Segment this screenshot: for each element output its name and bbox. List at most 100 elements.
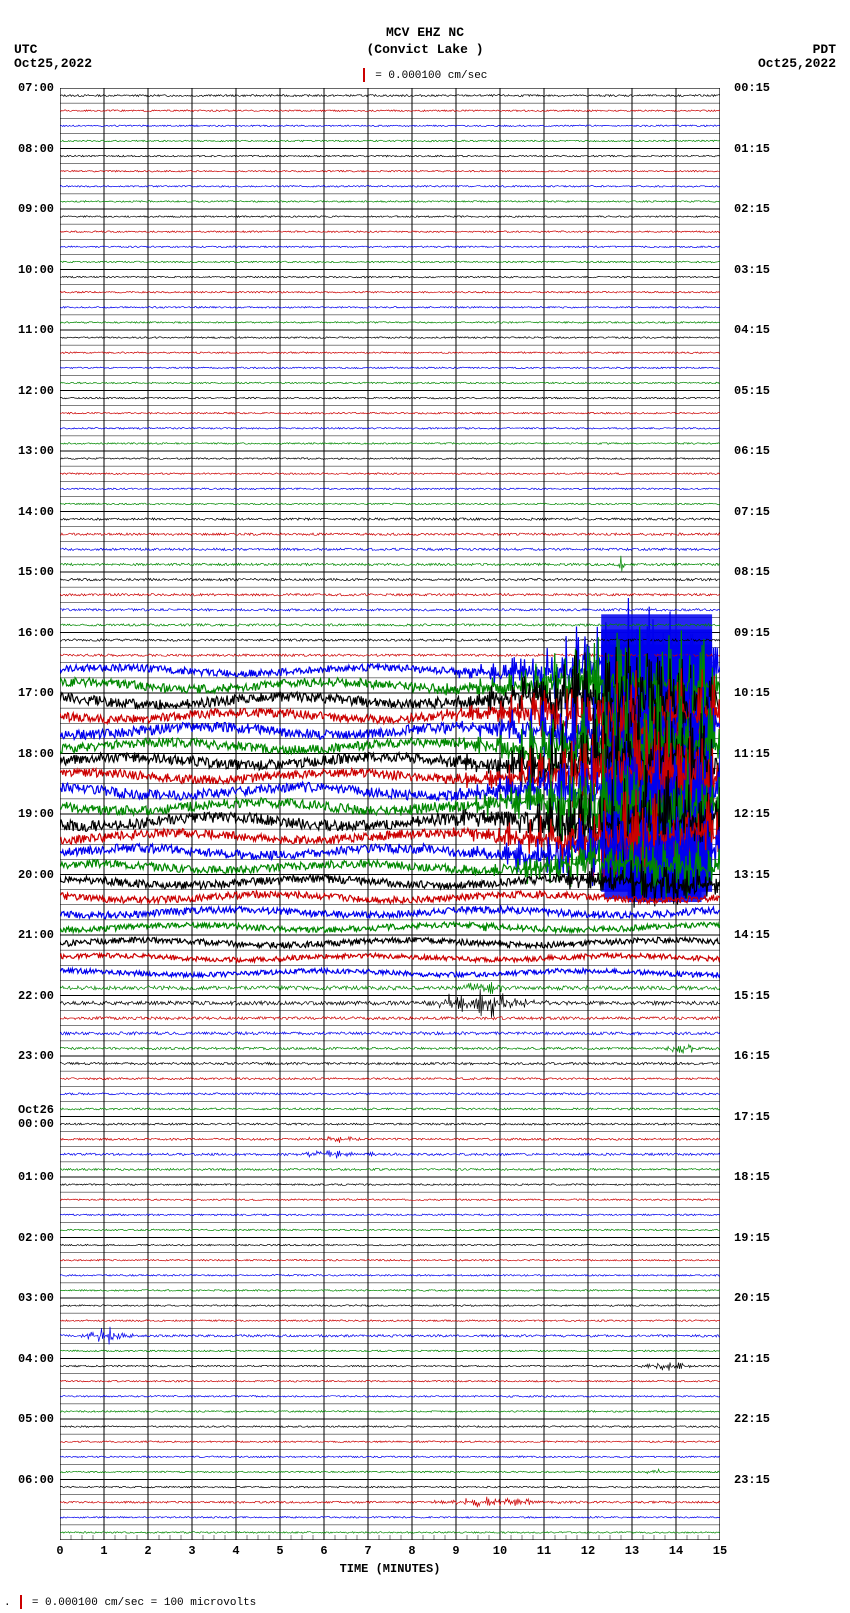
- waveform-trace: [60, 1184, 720, 1186]
- x-tick: 8: [408, 1544, 415, 1558]
- right-hour-tick: 03:15: [734, 263, 770, 277]
- footer-scale: . = 0.000100 cm/sec = 100 microvolts: [4, 1595, 256, 1609]
- right-hour-tick: 05:15: [734, 384, 770, 398]
- waveform-trace: [60, 1517, 720, 1519]
- tz-left-label: UTC: [14, 42, 37, 57]
- waveform-trace: [60, 982, 720, 994]
- waveform-trace: [60, 170, 720, 172]
- x-tick: 7: [364, 1544, 371, 1558]
- waveform-trace: [60, 1244, 720, 1246]
- left-hour-tick: 20:00: [18, 868, 54, 882]
- x-axis: TIME (MINUTES) 0123456789101112131415: [60, 1544, 720, 1584]
- x-tick: 12: [581, 1544, 595, 1558]
- waveform-trace: [60, 1411, 720, 1413]
- waveform-trace: [60, 594, 720, 596]
- waveform-trace: [60, 1396, 720, 1398]
- waveform-trace: [60, 518, 720, 520]
- waveform-trace: [60, 488, 720, 490]
- waveform-trace: [60, 578, 720, 580]
- x-tick: 1: [100, 1544, 107, 1558]
- waveform-trace: [60, 1108, 720, 1110]
- waveform-trace: [60, 968, 720, 977]
- waveform-trace: [60, 1150, 720, 1158]
- waveform-trace: [60, 186, 720, 188]
- waveform-trace: [60, 1259, 720, 1261]
- scale-bar-icon: [363, 68, 365, 82]
- waveform-trace: [60, 428, 720, 430]
- waveform-trace: [60, 548, 720, 550]
- left-hour-axis: 07:0008:0009:0010:0011:0012:0013:0014:00…: [0, 88, 58, 1540]
- waveform-trace: [60, 906, 720, 919]
- waveform-trace: [60, 307, 720, 309]
- left-hour-tick: 21:00: [18, 928, 54, 942]
- waveform-trace: [60, 201, 720, 203]
- left-hour-tick: 05:00: [18, 1412, 54, 1426]
- left-hour-tick: 13:00: [18, 444, 54, 458]
- waveform-trace: [60, 1078, 720, 1080]
- x-tick: 6: [320, 1544, 327, 1558]
- date-left: Oct25,2022: [14, 56, 92, 71]
- waveform-trace: [60, 989, 720, 1018]
- waveform-trace: [60, 291, 720, 293]
- waveform-trace: [60, 1305, 720, 1307]
- waveform-trace: [60, 231, 720, 233]
- waveform-trace: [60, 1456, 720, 1458]
- x-tick: 15: [713, 1544, 727, 1558]
- waveform-trace: [60, 1062, 720, 1064]
- left-hour-tick: 10:00: [18, 263, 54, 277]
- right-hour-tick: 02:15: [734, 202, 770, 216]
- left-hour-tick: 17:00: [18, 686, 54, 700]
- waveform-trace: [60, 276, 720, 278]
- waveform-trace: [60, 216, 720, 218]
- footer-scale-text: = 0.000100 cm/sec = 100 microvolts: [32, 1597, 256, 1609]
- right-hour-tick: 17:15: [734, 1110, 770, 1124]
- waveform-trace: [60, 953, 720, 962]
- waveform-trace: [60, 609, 720, 611]
- x-tick: 4: [232, 1544, 239, 1558]
- right-hour-tick: 01:15: [734, 142, 770, 156]
- right-hour-tick: 21:15: [734, 1352, 770, 1366]
- waveform-trace: [60, 1032, 720, 1035]
- x-tick: 2: [144, 1544, 151, 1558]
- waveform-trace: [60, 382, 720, 384]
- left-hour-tick: 03:00: [18, 1291, 54, 1305]
- right-hour-tick: 00:15: [734, 81, 770, 95]
- waveform-trace: [60, 1350, 720, 1352]
- waveform-trace: [60, 1486, 720, 1488]
- left-hour-tick: 11:00: [18, 323, 54, 337]
- waveform-trace: [60, 1093, 720, 1095]
- right-hour-tick: 15:15: [734, 989, 770, 1003]
- waveform-trace: [60, 1441, 720, 1443]
- right-hour-tick: 07:15: [734, 505, 770, 519]
- page-root: MCV EHZ NC (Convict Lake ) = 0.000100 cm…: [0, 0, 850, 1613]
- right-hour-tick: 18:15: [734, 1170, 770, 1184]
- waveform-trace: [60, 458, 720, 460]
- left-hour-tick: 12:00: [18, 384, 54, 398]
- waveform-trace: [60, 1017, 720, 1020]
- waveform-trace: [60, 322, 720, 324]
- waveform-trace: [60, 367, 720, 369]
- left-hour-tick: 08:00: [18, 142, 54, 156]
- waveform-trace: [60, 110, 720, 112]
- waveform-trace: [60, 412, 720, 414]
- waveform-trace: [60, 533, 720, 535]
- left-hour-tick: 23:00: [18, 1049, 54, 1063]
- waveform-trace: [60, 1327, 720, 1345]
- left-hour-tick: 18:00: [18, 747, 54, 761]
- x-tick: 13: [625, 1544, 639, 1558]
- scale-indicator: = 0.000100 cm/sec: [0, 68, 850, 82]
- waveform-trace: [60, 1275, 720, 1277]
- scale-text: = 0.000100 cm/sec: [375, 70, 487, 82]
- tz-right-label: PDT: [813, 42, 836, 57]
- waveform-trace: [60, 397, 720, 399]
- left-hour-tick: 01:00: [18, 1170, 54, 1184]
- left-hour-tick: 22:00: [18, 989, 54, 1003]
- left-hour-tick: 02:00: [18, 1231, 54, 1245]
- station-code: MCV EHZ NC: [0, 25, 850, 42]
- x-tick: 14: [669, 1544, 683, 1558]
- waveform-trace: [60, 1469, 720, 1474]
- date-right: Oct25,2022: [758, 56, 836, 71]
- footer-prefix: .: [4, 1597, 11, 1609]
- waveform-trace: [60, 1214, 720, 1216]
- waveform-trace: [60, 556, 720, 572]
